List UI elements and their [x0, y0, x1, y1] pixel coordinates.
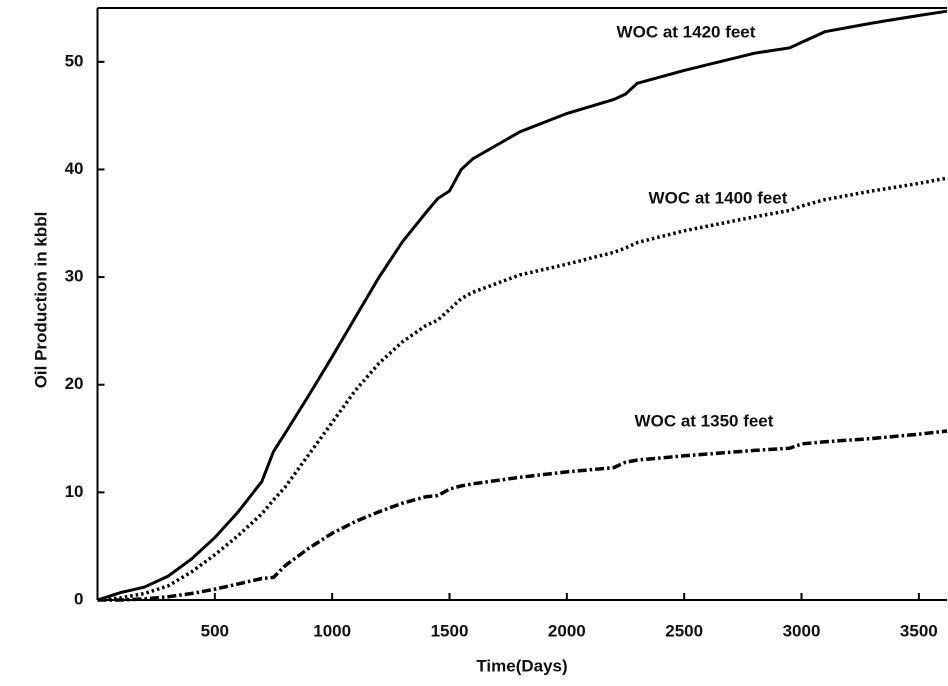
y-tick-label: 40	[65, 159, 84, 178]
x-tick-label: 500	[201, 621, 229, 640]
x-tick-label: 1000	[313, 621, 351, 640]
y-tick-label: 20	[65, 374, 84, 393]
series-label: WOC at 1420 feet	[617, 22, 756, 41]
x-tick-label: 3500	[900, 621, 938, 640]
series-line	[97, 9, 948, 602]
y-tick-label: 50	[65, 51, 84, 70]
series-label: WOC at 1350 feet	[635, 411, 774, 430]
y-axis-title: Oil Production in kbbl	[31, 212, 50, 389]
series-line	[97, 176, 948, 602]
series-line	[97, 429, 948, 602]
y-tick-label: 10	[65, 482, 84, 501]
x-tick-label: 3000	[783, 621, 821, 640]
y-tick-label: 0	[74, 589, 83, 608]
x-tick-label: 2500	[665, 621, 703, 640]
x-axis-title: Time(Days)	[476, 656, 567, 675]
x-tick-label: 2000	[548, 621, 586, 640]
series-label: WOC at 1400 feet	[649, 188, 788, 207]
y-tick-label: 30	[65, 267, 84, 286]
x-tick-label: 1500	[431, 621, 469, 640]
